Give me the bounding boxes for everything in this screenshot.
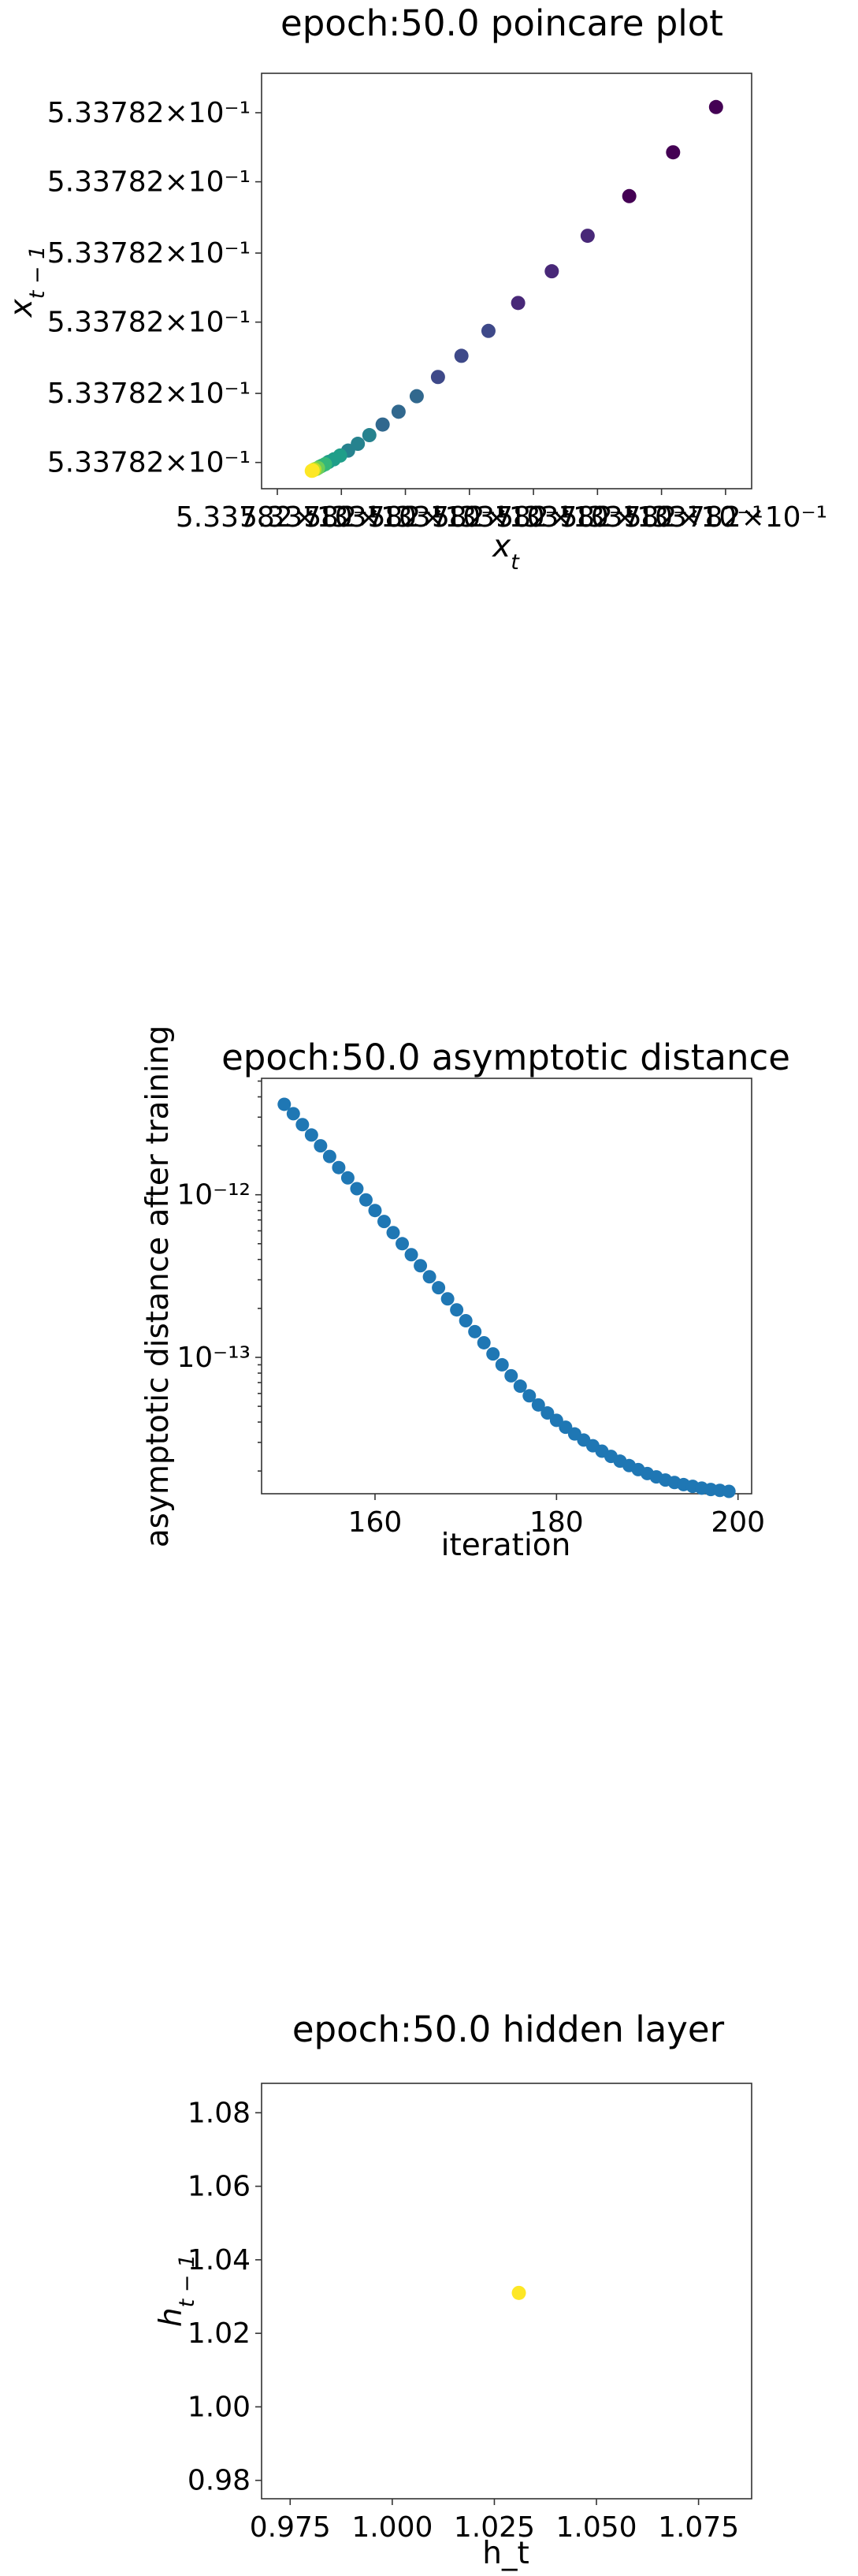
asymptotic-distance-chart: epoch:50.0 asymptotic distance 160 180 200…	[140, 1026, 790, 1563]
asymptotic-point	[540, 1406, 555, 1420]
hidden-xtick-label: 0.975	[250, 2511, 331, 2544]
poincare-xtick-label: 5.33782×10⁻¹	[559, 501, 763, 534]
poincare-xtick-label: 5.33782×10⁻¹	[624, 501, 827, 534]
poincare-point	[304, 463, 319, 478]
asymptotic-point	[332, 1160, 346, 1174]
asymptotic-point	[404, 1248, 418, 1262]
poincare-point	[409, 389, 424, 404]
asymptotic-plot-area	[261, 1078, 752, 1495]
asymptotic-point	[286, 1107, 300, 1121]
asymptotic-point	[396, 1237, 410, 1251]
poincare-xlabel-text: x	[491, 529, 511, 564]
poincare-ytick-label: 5.33782×10⁻¹	[47, 166, 251, 199]
hidden-layer-chart: epoch:50.0 hidden layer 0.975 1.000 1.025 1…	[154, 2008, 752, 2571]
hidden-ylabel: ht − 1	[154, 2254, 199, 2327]
hidden-ytick-label: 1.08	[188, 2097, 251, 2129]
asymptotic-point	[386, 1226, 400, 1240]
poincare-ytick-label: 5.33782×10⁻¹	[47, 307, 251, 339]
poincare-point	[544, 264, 559, 279]
asymptotic-point	[486, 1347, 500, 1361]
poincare-point	[391, 404, 406, 419]
poincare-point	[362, 428, 377, 443]
poincare-xtick-label: 5.33782×10⁻¹	[432, 501, 635, 534]
poincare-ytick-label: 5.33782×10⁻¹	[47, 447, 251, 479]
asymptotic-point	[504, 1368, 518, 1383]
asymptotic-point	[358, 1193, 373, 1207]
poincare-plot-area	[261, 73, 752, 490]
asymptotic-xlabel: iteration	[441, 1528, 571, 1563]
poincare-xtick-label: 5.33782×10⁻¹	[240, 501, 443, 534]
poincare-ytick-label: 5.33782×10⁻¹	[47, 237, 251, 270]
asymptotic-point	[277, 1097, 292, 1111]
poincare-point	[375, 417, 390, 432]
asymptotic-point	[368, 1204, 382, 1218]
asymptotic-point	[304, 1128, 318, 1142]
poincare-ytick-label: 5.33782×10⁻¹	[47, 97, 251, 129]
asymptotic-point	[495, 1357, 509, 1372]
asymptotic-point	[432, 1281, 446, 1295]
asymptotic-point	[459, 1314, 473, 1328]
asymptotic-point	[314, 1139, 328, 1153]
hidden-xtick-label: 1.000	[351, 2511, 433, 2544]
asymptotic-point	[477, 1335, 491, 1349]
poincare-ylabel: xt − 1	[4, 246, 50, 319]
poincare-xtick-label: 5.33782×10⁻¹	[368, 501, 571, 534]
poincare-point	[580, 229, 595, 244]
poincare-xlabel: xt	[491, 529, 520, 575]
asymptotic-point	[350, 1182, 364, 1196]
asymptotic-point	[522, 1389, 537, 1403]
hidden-xlabel: h_t	[482, 2536, 529, 2571]
asymptotic-xtick-label: 160	[348, 1506, 403, 1539]
asymptotic-point	[322, 1149, 336, 1163]
asymptotic-ytick-label: 10⁻¹²	[176, 1179, 251, 1212]
asymptotic-ylabel: asymptotic distance after training	[140, 1026, 176, 1548]
poincare-xtick-label: 5.33782×10⁻¹	[496, 501, 699, 534]
poincare-point	[454, 348, 469, 363]
asymptotic-title: epoch:50.0 asymptotic distance	[221, 1037, 790, 1078]
poincare-point	[481, 323, 496, 338]
poincare-point	[430, 370, 445, 385]
hidden-xtick-label: 1.025	[454, 2511, 535, 2544]
hidden-point	[511, 2285, 526, 2300]
hidden-ytick-label: 1.06	[188, 2171, 251, 2203]
hidden-ytick-label: 1.00	[188, 2391, 251, 2423]
poincare-xtick-label: 5.33782×10⁻¹	[176, 501, 379, 534]
hidden-xtick-label: 1.075	[658, 2511, 739, 2544]
asymptotic-point	[295, 1118, 310, 1132]
asymptotic-point	[549, 1413, 563, 1428]
asymptotic-ytick-label: 10⁻¹³	[176, 1342, 251, 1374]
poincare-point	[622, 188, 637, 203]
asymptotic-point	[531, 1398, 545, 1412]
hidden-plot-area	[261, 2083, 752, 2500]
poincare-point	[666, 145, 681, 160]
poincare-ytick-label: 5.33782×10⁻¹	[47, 378, 251, 410]
asymptotic-point	[722, 1484, 736, 1498]
asymptotic-xtick-label: 200	[711, 1506, 765, 1539]
poincare-point	[708, 99, 723, 114]
asymptotic-point	[414, 1259, 428, 1273]
asymptotic-point	[468, 1324, 482, 1338]
poincare-title: epoch:50.0 poincare plot	[280, 2, 723, 44]
hidden-title: epoch:50.0 hidden layer	[292, 2008, 725, 2050]
poincare-xtick-label: 5.33782×10⁻¹	[303, 501, 507, 534]
hidden-xtick-label: 1.050	[556, 2511, 637, 2544]
asymptotic-xtick-label: 180	[529, 1506, 584, 1539]
asymptotic-point	[422, 1270, 436, 1284]
asymptotic-point	[513, 1379, 527, 1394]
poincare-chart: epoch:50.0 poincare plot 5.33782×10⁻¹5.3…	[4, 2, 827, 575]
hidden-ytick-label: 0.98	[188, 2465, 251, 2497]
asymptotic-point	[340, 1171, 355, 1185]
asymptotic-point	[377, 1215, 391, 1229]
asymptotic-point	[440, 1292, 455, 1306]
hidden-ytick-label: 1.02	[188, 2317, 251, 2350]
asymptotic-point	[450, 1303, 464, 1317]
poincare-point	[511, 296, 526, 311]
hidden-ytick-label: 1.04	[188, 2244, 251, 2276]
